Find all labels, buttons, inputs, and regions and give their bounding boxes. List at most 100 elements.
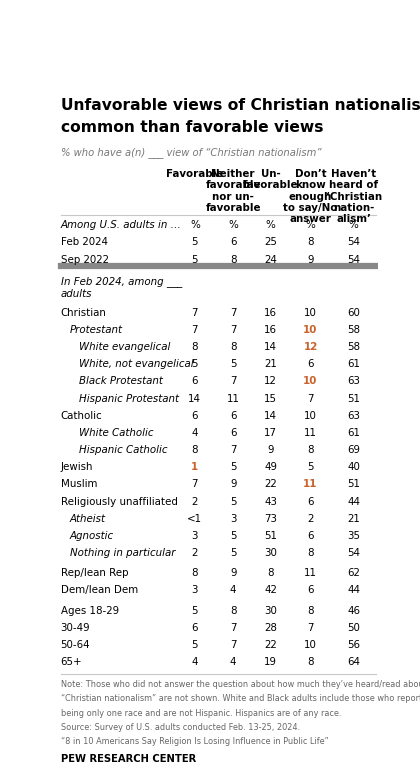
Text: 21: 21 bbox=[264, 359, 277, 369]
Text: 8: 8 bbox=[307, 657, 314, 667]
Text: 11: 11 bbox=[227, 394, 240, 404]
Text: 7: 7 bbox=[230, 623, 236, 633]
Text: Christian: Christian bbox=[60, 308, 107, 318]
Text: 7: 7 bbox=[230, 445, 236, 455]
Text: 54: 54 bbox=[347, 548, 360, 558]
Text: 10: 10 bbox=[304, 308, 317, 318]
Text: 7: 7 bbox=[307, 623, 314, 633]
Text: 4: 4 bbox=[230, 657, 236, 667]
Text: 10: 10 bbox=[303, 377, 318, 387]
Text: 9: 9 bbox=[307, 255, 314, 265]
Text: 60: 60 bbox=[347, 308, 360, 318]
Text: 16: 16 bbox=[264, 308, 277, 318]
Text: 63: 63 bbox=[347, 411, 360, 421]
Text: 35: 35 bbox=[347, 531, 360, 541]
Text: 58: 58 bbox=[347, 342, 360, 352]
Text: 40: 40 bbox=[347, 462, 360, 472]
Text: 2: 2 bbox=[192, 548, 198, 558]
Text: 10: 10 bbox=[304, 640, 317, 650]
Text: 7: 7 bbox=[230, 308, 236, 318]
Text: Note: Those who did not answer the question about how much they’ve heard/read ab: Note: Those who did not answer the quest… bbox=[60, 680, 420, 689]
Text: Hispanic Protestant: Hispanic Protestant bbox=[79, 394, 179, 404]
Text: being only one race and are not Hispanic. Hispanics are of any race.: being only one race and are not Hispanic… bbox=[60, 708, 341, 717]
Text: 8: 8 bbox=[230, 606, 236, 616]
Text: 2: 2 bbox=[192, 497, 198, 507]
Text: 49: 49 bbox=[264, 462, 277, 472]
Text: 4: 4 bbox=[192, 657, 198, 667]
Text: Agnostic: Agnostic bbox=[70, 531, 114, 541]
Text: “Christian nationalism” are not shown. White and Black adults include those who : “Christian nationalism” are not shown. W… bbox=[60, 694, 420, 704]
Text: 5: 5 bbox=[192, 606, 198, 616]
Text: 22: 22 bbox=[264, 480, 277, 490]
Text: 8: 8 bbox=[307, 445, 314, 455]
Text: 5: 5 bbox=[192, 238, 198, 248]
Text: 17: 17 bbox=[264, 428, 277, 438]
Text: 11: 11 bbox=[303, 480, 318, 490]
Text: 44: 44 bbox=[347, 585, 360, 595]
Text: 9: 9 bbox=[230, 568, 236, 578]
Text: 10: 10 bbox=[303, 325, 318, 335]
Text: 6: 6 bbox=[307, 585, 314, 595]
Text: 19: 19 bbox=[264, 657, 277, 667]
Text: Source: Survey of U.S. adults conducted Feb. 13-25, 2024.: Source: Survey of U.S. adults conducted … bbox=[60, 723, 300, 732]
Text: 5: 5 bbox=[230, 497, 236, 507]
Text: 54: 54 bbox=[347, 238, 360, 248]
Text: 61: 61 bbox=[347, 359, 360, 369]
Text: White Catholic: White Catholic bbox=[79, 428, 153, 438]
Text: Black Protestant: Black Protestant bbox=[79, 377, 163, 387]
Text: 8: 8 bbox=[230, 342, 236, 352]
Text: Among U.S. adults in …: Among U.S. adults in … bbox=[60, 220, 181, 230]
Text: 3: 3 bbox=[192, 531, 198, 541]
Text: 58: 58 bbox=[347, 325, 360, 335]
Text: %: % bbox=[265, 220, 276, 230]
Text: 5: 5 bbox=[307, 462, 314, 472]
Text: 24: 24 bbox=[264, 255, 277, 265]
Text: 44: 44 bbox=[347, 497, 360, 507]
Text: Un-
favorable: Un- favorable bbox=[243, 169, 298, 191]
Text: 73: 73 bbox=[264, 514, 277, 524]
Text: 61: 61 bbox=[347, 428, 360, 438]
Text: 12: 12 bbox=[264, 377, 277, 387]
Text: Neither
favorable
nor un-
favorable: Neither favorable nor un- favorable bbox=[205, 169, 261, 213]
Text: “8 in 10 Americans Say Religion Is Losing Influence in Public Life”: “8 in 10 Americans Say Religion Is Losin… bbox=[60, 737, 328, 746]
Text: Ages 18-29: Ages 18-29 bbox=[60, 606, 119, 616]
Text: 28: 28 bbox=[264, 623, 277, 633]
Text: 46: 46 bbox=[347, 606, 360, 616]
Text: Hispanic Catholic: Hispanic Catholic bbox=[79, 445, 167, 455]
Text: 7: 7 bbox=[192, 325, 198, 335]
Text: 5: 5 bbox=[192, 255, 198, 265]
Text: 7: 7 bbox=[230, 325, 236, 335]
Text: Protestant: Protestant bbox=[70, 325, 123, 335]
Text: Jewish: Jewish bbox=[60, 462, 93, 472]
Text: 6: 6 bbox=[230, 428, 236, 438]
Text: %: % bbox=[228, 220, 238, 230]
Text: 8: 8 bbox=[307, 238, 314, 248]
Text: Haven’t
heard of
‘Christian
nation-
alism’: Haven’t heard of ‘Christian nation- alis… bbox=[326, 169, 382, 224]
Text: 62: 62 bbox=[347, 568, 360, 578]
Text: 8: 8 bbox=[268, 568, 274, 578]
Text: 63: 63 bbox=[347, 377, 360, 387]
Text: 4: 4 bbox=[192, 428, 198, 438]
Text: PEW RESEARCH CENTER: PEW RESEARCH CENTER bbox=[60, 754, 196, 764]
Text: 9: 9 bbox=[230, 480, 236, 490]
Text: 30: 30 bbox=[264, 548, 277, 558]
Text: 2: 2 bbox=[307, 514, 314, 524]
Text: 8: 8 bbox=[307, 606, 314, 616]
Text: 6: 6 bbox=[307, 497, 314, 507]
Text: 51: 51 bbox=[347, 480, 360, 490]
Text: Muslim: Muslim bbox=[60, 480, 97, 490]
Text: 21: 21 bbox=[347, 514, 360, 524]
Text: 8: 8 bbox=[230, 255, 236, 265]
Text: Religiously unaffiliated: Religiously unaffiliated bbox=[60, 497, 178, 507]
Text: 10: 10 bbox=[304, 411, 317, 421]
Text: 6: 6 bbox=[192, 623, 198, 633]
Text: 56: 56 bbox=[347, 640, 360, 650]
Text: 5: 5 bbox=[192, 359, 198, 369]
Text: 30: 30 bbox=[264, 606, 277, 616]
Text: 6: 6 bbox=[230, 238, 236, 248]
Text: 8: 8 bbox=[192, 445, 198, 455]
Text: %: % bbox=[190, 220, 200, 230]
Text: White evangelical: White evangelical bbox=[79, 342, 170, 352]
Text: Sep 2022: Sep 2022 bbox=[60, 255, 109, 265]
Text: 7: 7 bbox=[230, 640, 236, 650]
